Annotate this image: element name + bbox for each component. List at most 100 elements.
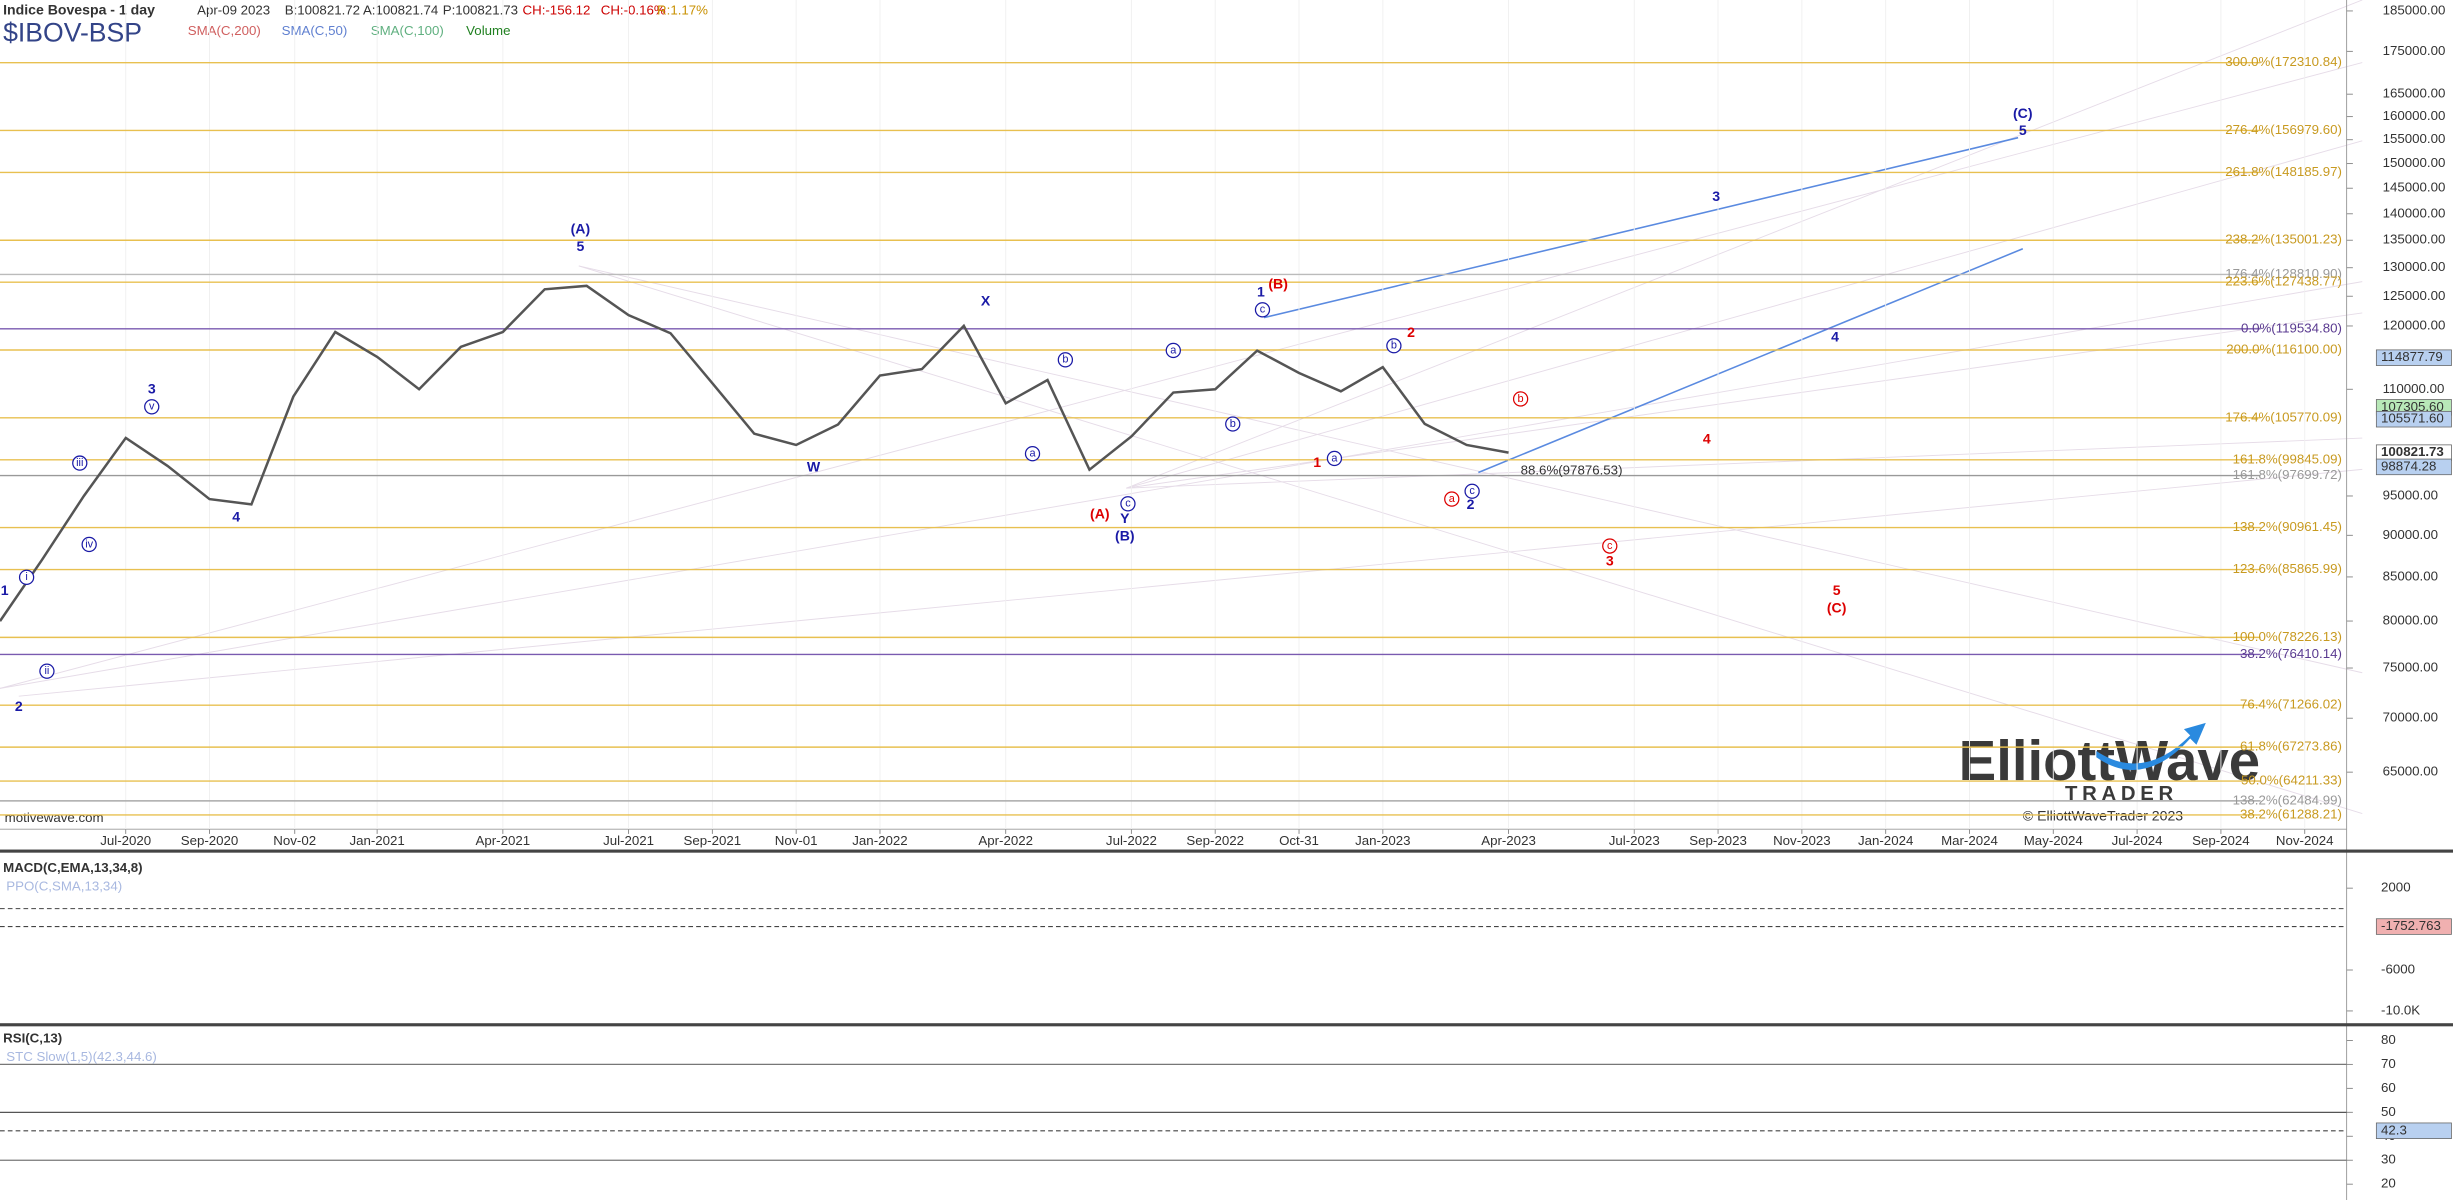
fib-label: 50.0%(64211.33) [2241,773,2342,788]
pane-title: MACD(C,EMA,13,34,8) [3,860,142,875]
bid: B:100821.72 [285,2,360,17]
price-marker-label: 100821.73 [2381,444,2444,459]
y-tick-label: 20 [2381,1176,2396,1191]
wave-label: 2 [15,698,23,714]
wave-label: c [1607,540,1613,552]
y-tick-label: 30 [2381,1152,2396,1167]
logo-swoosh [2096,722,2206,771]
wave-label: a [1331,452,1338,464]
x-tick-label: Jan-2024 [1858,833,1913,848]
wave-label: X [981,293,991,309]
price-marker-label: 105571.60 [2381,411,2444,426]
x-tick-label: May-2024 [2024,833,2083,848]
wave-label: 4 [1831,329,1839,345]
fib-label: 161.8%(97699.72) [2233,467,2342,482]
wave-circle [1024,446,1041,462]
x-tick-label: Sep-2021 [684,833,742,848]
y-tick-label: 90000.00 [2383,527,2438,542]
current-marker [2375,1122,2452,1139]
current-label: 42.3 [2381,1122,2407,1137]
x-tick-label: Jul-2024 [2112,833,2163,848]
wave-circle [144,399,160,415]
fib-label: 261.8%(148185.97) [2225,164,2342,179]
y-tick-label: 140000.00 [2383,205,2446,220]
wave-label: c [1469,485,1475,497]
price: P:100821.73 [443,2,518,17]
change-pct: CH:-0.16% [601,2,666,17]
wave-label: W [807,459,821,475]
wave-label: b [1062,354,1068,366]
x-tick-label: Apr-2022 [978,833,1033,848]
x-tick-label: Apr-2023 [1481,833,1536,848]
y-tick-label: 75000.00 [2383,660,2438,675]
wave-label: i [25,571,27,583]
fib-label: 138.2%(90961.45) [2233,519,2342,534]
wave-label: 1 [1313,454,1321,470]
wave-circle [1326,450,1343,467]
wave-label: 1 [1257,283,1265,299]
indicator: Volume [466,23,510,38]
projection-line [1478,248,2024,474]
y-tick-label: 70000.00 [2383,710,2438,725]
y-tick-label: 110000.00 [2383,381,2445,396]
fib-label: 176.4%(128810.90) [2225,266,2342,281]
wave-circle [18,569,35,585]
x-tick-label: Sep-2024 [2192,833,2250,848]
wave-label: 3 [148,380,156,396]
fib-label: 0.0%(119534.80) [2241,320,2342,335]
x-tick-label: Jan-2023 [1355,833,1410,848]
indicator: SMA(C,50) [282,23,348,38]
y-tick-label: 160000.00 [2383,108,2446,123]
fib-label: 200.0%(116100.00) [2226,342,2342,357]
fib-label: 300.0%(172310.84) [2225,54,2342,69]
y-tick-label: 70 [2381,1056,2396,1071]
x-tick-label: Sep-2023 [1689,833,1747,848]
y-tick-label: 120000.00 [2383,317,2446,332]
wave-label: a [1449,493,1456,505]
wave-label: 5 [1833,582,1841,598]
wave-label: 2 [1467,496,1475,512]
fib-label: 223.6%(127438.77) [2225,274,2342,289]
wave-label: 2 [1407,324,1415,340]
wave-circle [1512,391,1529,407]
x-tick-label: Nov-2023 [1773,833,1831,848]
x-tick-label: Sep-2020 [181,833,239,848]
y-tick-label: 165000.00 [2383,86,2446,101]
y-tick-label: 50 [2381,1104,2396,1119]
wave-label: (C) [2013,105,2033,121]
wave-circle [1464,483,1480,499]
wave-label: c [1125,498,1131,510]
y-tick-label: 185000.00 [2383,2,2446,17]
x-tick-label: Nov-01 [775,833,818,848]
fib-label: 161.8%(99845.09) [2233,451,2342,466]
wave-label: b [1391,340,1397,352]
wave-label: (B) [1115,527,1135,543]
date: Apr-09 2023 [197,2,270,17]
x-tick-label: Apr-2021 [476,833,531,848]
y-tick-label: 80000.00 [2383,613,2438,628]
y-tick-label: 135000.00 [2383,232,2446,247]
price-marker-label: 107305.60 [2381,399,2444,414]
wave-label: (B) [1268,275,1288,291]
wave-label: 4 [1703,430,1711,446]
wave-circle [1386,338,1402,354]
fib-label: 100.0%(78226.13) [2233,629,2342,644]
wave-label: a [1170,344,1177,356]
wave-label: a [1029,448,1036,460]
x-tick-label: Jul-2021 [603,833,654,848]
price-marker [2375,458,2452,476]
fib-label: 238.2%(135001.23) [2225,232,2342,247]
y-tick-label: -6000 [2381,962,2415,977]
wave-label: 5 [2019,122,2027,138]
wave-circle [1225,416,1241,432]
wave-circle [1254,302,1271,318]
price-marker [2375,349,2452,366]
logo-sub: TRADER [2065,783,2178,805]
wave-label: 5 [576,238,584,254]
y-tick-label: 150000.00 [2383,155,2446,170]
x-tick-label: Oct-31 [1279,833,1319,848]
x-tick-label: Nov-02 [273,833,316,848]
wave-label: ii [44,665,49,677]
wave-label: iv [85,538,93,550]
